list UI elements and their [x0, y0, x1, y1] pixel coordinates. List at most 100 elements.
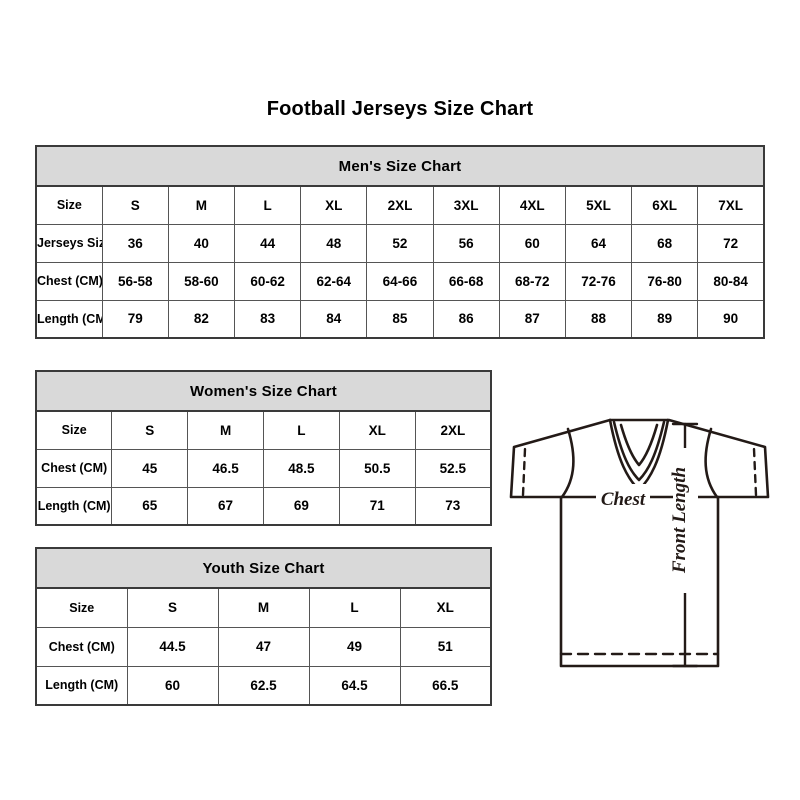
column-header-6xl: 6XL [631, 185, 699, 225]
column-header-size: Size [35, 410, 113, 450]
table-cell: 82 [167, 299, 236, 339]
table-cell: 83 [234, 299, 302, 339]
column-header-s: S [126, 587, 219, 628]
table-cell: 58-60 [167, 261, 236, 301]
table-caption-row: Youth Size Chart [35, 547, 492, 589]
table-cell: 36 [101, 223, 169, 263]
column-header-3xl: 3XL [432, 185, 500, 225]
table-cell: 52 [366, 223, 434, 263]
table-row: Length (CM) 60 62.5 64.5 66.5 [35, 665, 492, 706]
row-label-chest: Chest (CM) [35, 261, 103, 301]
column-header-2xl: 2XL [366, 185, 434, 225]
table-cell: 85 [366, 299, 434, 339]
table-header-row: Size S M L XL 2XL 3XL 4XL 5XL 6XL 7XL [35, 185, 765, 225]
column-header-xl: XL [338, 410, 416, 450]
table-cell: 60 [498, 223, 566, 263]
table-cell: 80-84 [697, 261, 765, 301]
row-label-length: Length (CM) [35, 486, 113, 526]
table-cell: 60-62 [234, 261, 302, 301]
table-cell: 84 [300, 299, 368, 339]
table-cell: 50.5 [338, 448, 416, 488]
jersey-left-cuff-hem [521, 447, 527, 497]
row-label-length: Length (CM) [35, 665, 128, 706]
column-header-l: L [262, 410, 340, 450]
table-cell: 47 [217, 626, 310, 667]
column-header-l: L [308, 587, 401, 628]
table-row: Chest (CM) 56-58 58-60 60-62 62-64 64-66… [35, 261, 765, 301]
table-cell: 73 [414, 486, 492, 526]
table-cell: 44 [234, 223, 302, 263]
table-cell: 72 [697, 223, 765, 263]
table-cell: 87 [498, 299, 566, 339]
table-cell: 60 [126, 665, 219, 706]
womens-table-caption: Women's Size Chart [35, 370, 492, 412]
column-header-s: S [101, 185, 169, 225]
column-header-2xl: 2XL [414, 410, 492, 450]
table-cell: 64.5 [308, 665, 401, 706]
row-label-length: Length (CM) [35, 299, 103, 339]
column-header-xl: XL [399, 587, 492, 628]
column-header-size: Size [35, 587, 128, 628]
table-cell: 48 [300, 223, 368, 263]
front-length-label-backdrop [673, 448, 698, 593]
table-cell: 66-68 [432, 261, 500, 301]
table-cell: 46.5 [187, 448, 264, 488]
jersey-collar-middle [612, 420, 666, 482]
table-cell: 68-72 [498, 261, 566, 301]
page-title: Football Jerseys Size Chart [266, 98, 534, 120]
column-header-7xl: 7XL [697, 185, 765, 225]
jersey-measurement-diagram: Chest Front Length [500, 400, 796, 696]
table-cell: 64 [564, 223, 633, 263]
youth-size-table: Youth Size Chart Size S M L XL Chest (CM… [35, 547, 492, 706]
table-cell: 88 [564, 299, 633, 339]
row-label-jerseys-size: Jerseys Size [35, 223, 103, 263]
column-header-5xl: 5XL [564, 185, 633, 225]
table-cell: 79 [101, 299, 169, 339]
row-label-chest: Chest (CM) [35, 448, 113, 488]
table-cell: 69 [262, 486, 340, 526]
jersey-left-armhole-seam [560, 427, 575, 499]
column-header-m: M [167, 185, 236, 225]
column-header-l: L [234, 185, 302, 225]
table-cell: 90 [697, 299, 765, 339]
mens-size-table: Men's Size Chart Size S M L XL 2XL 3XL 4… [35, 145, 765, 339]
table-cell: 66.5 [399, 665, 492, 706]
table-row: Length (CM) 79 82 83 84 85 86 87 88 89 9… [35, 299, 765, 339]
table-row: Chest (CM) 44.5 47 49 51 [35, 626, 492, 667]
jersey-right-cuff-hem [752, 447, 758, 497]
table-row: Length (CM) 65 67 69 71 73 [35, 486, 492, 526]
table-cell: 62.5 [217, 665, 310, 706]
table-cell: 67 [187, 486, 264, 526]
column-header-xl: XL [300, 185, 368, 225]
column-header-4xl: 4XL [498, 185, 566, 225]
table-cell: 72-76 [564, 261, 633, 301]
table-row: Chest (CM) 45 46.5 48.5 50.5 52.5 [35, 448, 492, 488]
table-cell: 44.5 [126, 626, 219, 667]
youth-table-caption: Youth Size Chart [35, 547, 492, 589]
table-cell: 45 [111, 448, 189, 488]
table-row: Jerseys Size 36 40 44 48 52 56 60 64 68 … [35, 223, 765, 263]
row-label-chest: Chest (CM) [35, 626, 128, 667]
column-header-size: Size [35, 185, 103, 225]
table-cell: 52.5 [414, 448, 492, 488]
front-length-label: Front Length [669, 467, 690, 574]
table-cell: 51 [399, 626, 492, 667]
table-cell: 56 [432, 223, 500, 263]
table-cell: 65 [111, 486, 189, 526]
column-header-m: M [217, 587, 310, 628]
table-cell: 40 [167, 223, 236, 263]
table-caption-row: Men's Size Chart [35, 145, 765, 187]
table-cell: 68 [631, 223, 699, 263]
column-header-s: S [111, 410, 189, 450]
table-cell: 64-66 [366, 261, 434, 301]
chest-label-backdrop [596, 484, 650, 509]
column-header-m: M [187, 410, 264, 450]
mens-table-caption: Men's Size Chart [35, 145, 765, 187]
table-cell: 76-80 [631, 261, 699, 301]
table-cell: 62-64 [300, 261, 368, 301]
chest-label: Chest [601, 489, 646, 510]
table-header-row: Size S M L XL 2XL [35, 410, 492, 450]
table-cell: 48.5 [262, 448, 340, 488]
table-cell: 89 [631, 299, 699, 339]
jersey-collar-inner [619, 423, 659, 467]
